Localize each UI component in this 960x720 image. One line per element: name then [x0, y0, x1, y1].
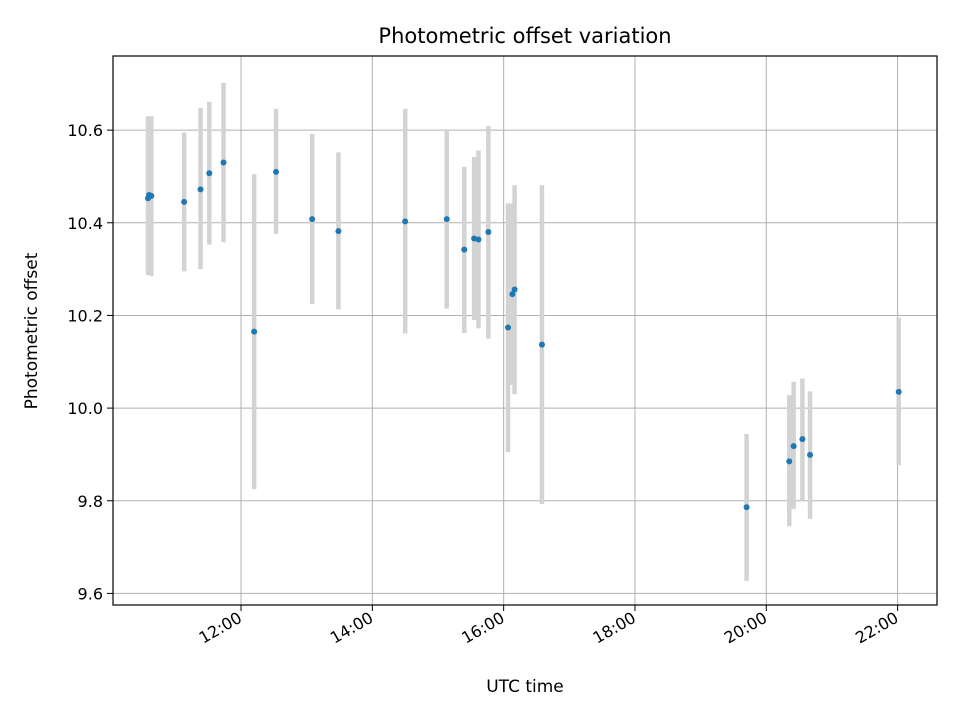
data-point — [220, 159, 227, 166]
y-axis: 9.6 9.8 10.0 10.2 10.4 10.6 — [67, 121, 113, 603]
data-point — [461, 246, 468, 253]
y-tick-label: 10.2 — [67, 306, 103, 325]
data-point — [790, 443, 797, 450]
data-point — [511, 286, 518, 293]
data-point — [402, 218, 409, 225]
y-tick-label: 9.6 — [78, 584, 103, 603]
x-axis-label: UTC time — [486, 677, 564, 697]
data-point — [443, 216, 450, 223]
data-point — [538, 341, 545, 348]
data-point — [309, 216, 316, 223]
data-point — [273, 168, 280, 175]
data-points — [145, 159, 902, 511]
data-point — [505, 324, 512, 331]
data-point — [895, 388, 902, 395]
data-point — [148, 192, 155, 199]
data-point — [181, 198, 188, 205]
data-point — [509, 291, 516, 298]
data-point — [251, 328, 258, 335]
data-point — [799, 436, 806, 443]
data-point — [807, 451, 814, 458]
data-point — [786, 458, 793, 465]
y-tick-label: 10.6 — [67, 121, 103, 140]
data-point — [485, 229, 492, 236]
data-point — [335, 228, 342, 235]
data-point — [475, 236, 482, 243]
y-axis-label: Photometric offset — [22, 252, 42, 409]
y-tick-label: 9.8 — [78, 492, 103, 511]
y-tick-label: 10.0 — [67, 399, 103, 418]
plot-frame — [112, 55, 938, 606]
y-tick-label: 10.4 — [67, 214, 103, 233]
data-point — [206, 170, 213, 177]
chart-title: Photometric offset variation — [378, 24, 671, 48]
data-point — [197, 186, 204, 193]
data-point — [743, 504, 750, 511]
